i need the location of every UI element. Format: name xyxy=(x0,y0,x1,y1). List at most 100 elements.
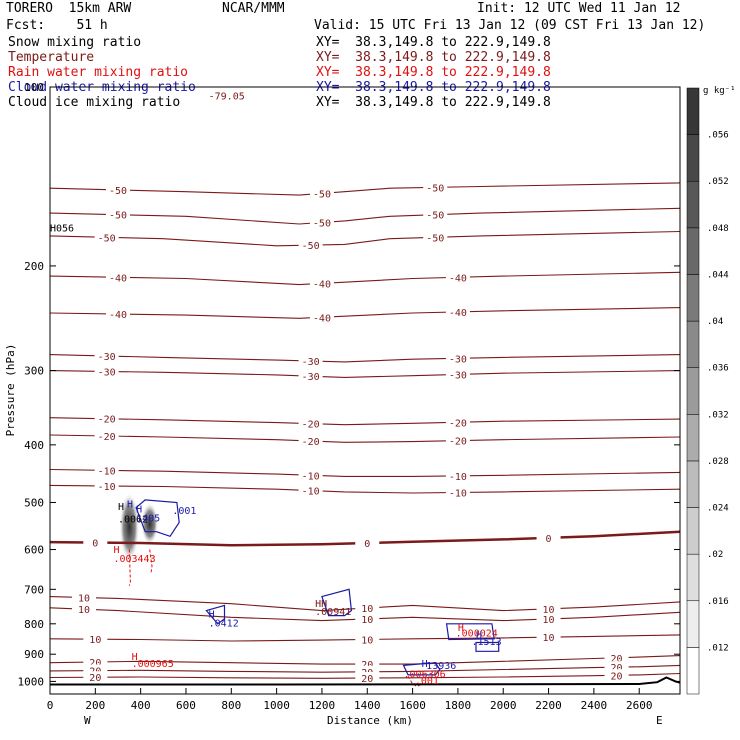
annotation-label: .003443 xyxy=(113,554,155,565)
annotation-label: .001 xyxy=(415,676,439,687)
terrain-surface xyxy=(50,676,681,686)
y-tick-label: 300 xyxy=(24,365,44,378)
colorbar-unit: g kg⁻¹ xyxy=(703,86,736,96)
annotation-label: .1513 xyxy=(472,637,502,648)
x-tick-label: 1600 xyxy=(399,699,426,712)
x-tick-label: 800 xyxy=(221,699,241,712)
temperature-contour-label: -40 xyxy=(449,308,467,319)
cloud-water-contour xyxy=(205,604,226,625)
x-end-right: E xyxy=(656,714,663,727)
contour-label-bg xyxy=(445,305,470,318)
contour-label-bg xyxy=(94,349,119,362)
annotation-label: .0062 xyxy=(118,514,148,525)
temperature-contour-label: 0 xyxy=(546,534,552,545)
init-time: Init: 12 UTC Wed 11 Jan 12 xyxy=(477,1,681,16)
temperature-contour-label: 20 xyxy=(89,658,101,669)
contour-label-bg xyxy=(105,271,130,284)
colorbar-bin xyxy=(686,274,700,322)
temperature-contour-label: -30 xyxy=(98,352,116,363)
x-end-left: W xyxy=(84,714,91,727)
temperature-contour-label: 0 xyxy=(92,539,98,550)
x-tick-label: 2400 xyxy=(581,699,608,712)
temperature-contour-label: -20 xyxy=(98,432,116,443)
contour-label-bg xyxy=(445,434,470,447)
temperature-contour-label: -30 xyxy=(98,367,116,378)
contour-label-bg xyxy=(71,603,96,616)
x-tick-label: 600 xyxy=(176,699,196,712)
colorbar-label: .016 xyxy=(707,597,729,607)
contour-label-bg xyxy=(83,536,108,549)
contour-label-bg xyxy=(536,631,561,644)
contour-label-bg xyxy=(423,231,448,244)
annotation-label: H xyxy=(209,609,215,620)
legend-field-xy: XY= 38.3,149.8 to 222.9,149.8 xyxy=(316,95,551,110)
temperature-contour-label: -10 xyxy=(98,482,116,493)
temperature-contour-label: -50 xyxy=(302,241,320,252)
contour-label-bg xyxy=(94,479,119,492)
x-tick-label: 1200 xyxy=(309,699,336,712)
legend-field-xy: XY= 38.3,149.8 to 222.9,149.8 xyxy=(316,65,551,80)
model-title: TORERO 15km ARW xyxy=(6,1,132,16)
y-tick-label: 100 xyxy=(24,81,44,94)
colorbar-label: .032 xyxy=(707,410,729,420)
temperature-contour-label: -30 xyxy=(302,372,320,383)
temperature-contour-label: 20 xyxy=(361,674,373,685)
y-tick-label: 1000 xyxy=(18,675,45,688)
annotation-label: .0412 xyxy=(209,618,239,629)
temperature-contour-label: -50 xyxy=(426,233,444,244)
y-tick-label: 700 xyxy=(24,583,44,596)
contour-label-bg xyxy=(604,669,629,682)
annotation-label: H xyxy=(476,630,482,641)
cloud-water-contour xyxy=(445,623,495,641)
annotation-label: .001 xyxy=(172,506,196,517)
y-tick-label: 600 xyxy=(24,544,44,557)
temperature-contour-label: -50 xyxy=(313,189,331,200)
contour-label-bg xyxy=(604,651,629,664)
temperature-contour-label: -50 xyxy=(426,183,444,194)
y-tick-label: 500 xyxy=(24,496,44,509)
x-tick-label: 2200 xyxy=(535,699,562,712)
temperature-contour-label: -50 xyxy=(109,186,127,197)
temperature-contour-label: 20 xyxy=(89,673,101,684)
temperature-contour xyxy=(49,370,681,378)
temperature-contour-label: -20 xyxy=(98,415,116,426)
contour-label-bg xyxy=(298,469,323,482)
cloud-water-contour xyxy=(135,499,180,538)
cloud-water-contours xyxy=(135,499,500,676)
annotation-label: 1405 xyxy=(136,513,160,524)
annotation-label: .006306 xyxy=(404,670,446,681)
annotation-label: H xyxy=(113,545,119,556)
colorbar-bin xyxy=(686,414,700,462)
valid-time: Valid: 15 UTC Fri 13 Jan 12 (09 CST Fri … xyxy=(314,18,706,33)
temperature-contour-label: -50 xyxy=(313,218,331,229)
legend-field-xy: XY= 38.3,149.8 to 222.9,149.8 xyxy=(316,50,551,65)
colorbar-bin xyxy=(686,367,700,415)
x-tick-label: 1400 xyxy=(354,699,381,712)
contour-label-bg xyxy=(445,368,470,381)
contour-label-bg xyxy=(309,311,334,324)
temperature-contour-label: -40 xyxy=(109,273,127,284)
temperature-contour-label: -20 xyxy=(449,418,467,429)
temperature-contour xyxy=(49,307,681,319)
colorbar-label: .052 xyxy=(707,177,729,187)
contour-label-bg xyxy=(298,434,323,447)
contour-label-bg xyxy=(94,412,119,425)
temperature-contour-label: 20 xyxy=(611,671,623,682)
colorbar: .012 .016 .02 .024 .028 .032 .036 .04 .044 .048 .0… xyxy=(686,87,729,695)
colorbar-label: .048 xyxy=(707,224,729,234)
temperature-contour-label: 20 xyxy=(361,660,373,671)
temperature-contour-label: -10 xyxy=(302,487,320,498)
x-tick-label: 2600 xyxy=(626,699,653,712)
colorbar-bin xyxy=(686,553,700,602)
annotation-label: HH xyxy=(315,599,327,610)
snow-core xyxy=(141,502,159,546)
temperature-contour-label: 10 xyxy=(361,635,373,646)
y-tick-label: 200 xyxy=(24,260,44,273)
legend-field-name: Temperature xyxy=(8,50,95,65)
temperature-contour-label: -20 xyxy=(449,437,467,448)
contour-label-bg xyxy=(536,612,561,625)
temperature-contour-label: 20 xyxy=(611,663,623,674)
x-tick-label: 2000 xyxy=(490,699,517,712)
temperature-contour-label: -40 xyxy=(313,313,331,324)
